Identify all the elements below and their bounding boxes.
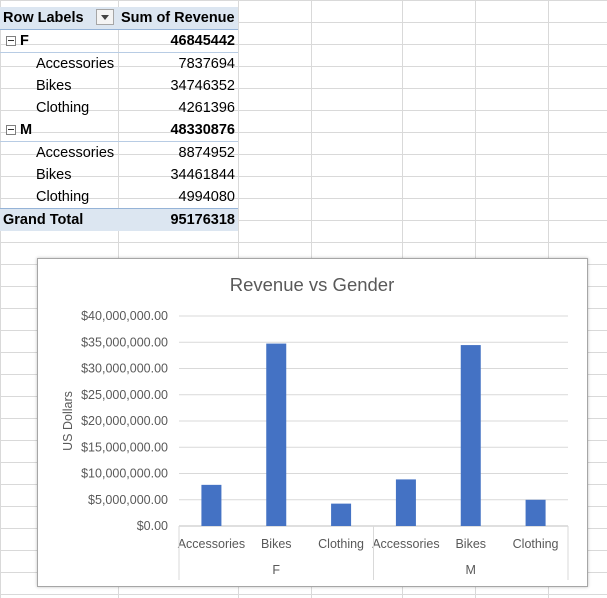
item-value: 34461844 (170, 167, 235, 183)
pivot-table: Row Labels Sum of Revenue F 46845442 Acc… (0, 7, 238, 231)
item-label: Bikes (36, 78, 72, 94)
group-label: M (20, 122, 33, 138)
x-tick-label: Bikes (455, 537, 486, 551)
x-tick-label: Bikes (261, 537, 292, 551)
group-total: 48330876 (170, 122, 235, 138)
item-label: Bikes (36, 167, 72, 183)
filter-dropdown-button[interactable] (96, 9, 114, 25)
y-tick-label: $15,000,000.00 (81, 440, 168, 454)
x-tick-label: Accessories (178, 537, 245, 551)
grand-total-row[interactable]: Grand Total 95176318 (0, 208, 238, 231)
pivot-item-row[interactable]: Bikes 34461844 (0, 164, 238, 186)
y-tick-label: $10,000,000.00 (81, 467, 168, 481)
item-value: 8874952 (178, 145, 235, 161)
item-value: 4994080 (178, 189, 235, 205)
pivot-item-row[interactable]: Clothing 4261396 (0, 97, 238, 119)
item-value: 7837694 (178, 56, 235, 72)
chart-title[interactable]: Revenue vs Gender (230, 274, 395, 295)
pivot-item-row[interactable]: Accessories 7837694 (0, 53, 238, 75)
item-value: 34746352 (170, 78, 235, 94)
bars (201, 343, 546, 526)
row-labels-header[interactable]: Row Labels (3, 10, 84, 26)
group-total: 46845442 (170, 33, 235, 49)
collapse-minus-icon[interactable] (6, 36, 16, 46)
pivot-group-row-f[interactable]: F 46845442 (0, 30, 238, 53)
y-tick-label: $5,000,000.00 (88, 493, 168, 507)
pivot-item-row[interactable]: Clothing 4994080 (0, 186, 238, 208)
bar[interactable] (201, 484, 222, 526)
y-tick-label: $30,000,000.00 (81, 362, 168, 376)
grand-total-label: Grand Total (3, 212, 84, 228)
item-label: Clothing (36, 189, 90, 205)
x-tick-label: Accessories (372, 537, 439, 551)
y-tick-label: $40,000,000.00 (81, 309, 168, 323)
gridlines: $0.00 $5,000,000.00 $10,000,000.00 $15,000,… (81, 309, 568, 533)
bar[interactable] (460, 345, 481, 526)
x-tick-label: Clothing (318, 537, 364, 551)
bar[interactable] (395, 479, 416, 526)
x-group-label: M (466, 563, 476, 577)
item-label: Clothing (36, 100, 90, 116)
pivot-group-row-m[interactable]: M 48330876 (0, 119, 238, 142)
bar[interactable] (266, 343, 287, 526)
y-tick-label: $25,000,000.00 (81, 388, 168, 402)
group-label: F (20, 33, 29, 49)
item-label: Accessories (36, 56, 115, 72)
y-tick-label: $0.00 (137, 519, 168, 533)
pivot-item-row[interactable]: Bikes 34746352 (0, 75, 238, 97)
sum-of-revenue-header[interactable]: Sum of Revenue (121, 10, 235, 26)
y-axis-label[interactable]: US Dollars (61, 391, 75, 451)
x-tick-label: Clothing (513, 537, 559, 551)
y-tick-label: $20,000,000.00 (81, 414, 168, 428)
chart-canvas: Revenue vs Gender US Dollars $0.00 $5,000… (61, 274, 569, 580)
item-label: Accessories (36, 145, 115, 161)
x-group-label: F (272, 563, 280, 577)
bar[interactable] (525, 499, 546, 526)
collapse-minus-icon[interactable] (6, 125, 16, 135)
pivot-header-row: Row Labels Sum of Revenue (0, 7, 238, 30)
bar[interactable] (331, 503, 352, 526)
item-value: 4261396 (178, 100, 235, 116)
x-axis: Accessories Bikes Clothing Accessories Bikes… (178, 526, 569, 580)
grand-total-value: 95176318 (170, 212, 235, 228)
revenue-chart[interactable]: Revenue vs Gender US Dollars $0.00 $5,000… (37, 258, 588, 587)
y-tick-label: $35,000,000.00 (81, 335, 168, 349)
pivot-item-row[interactable]: Accessories 8874952 (0, 142, 238, 164)
